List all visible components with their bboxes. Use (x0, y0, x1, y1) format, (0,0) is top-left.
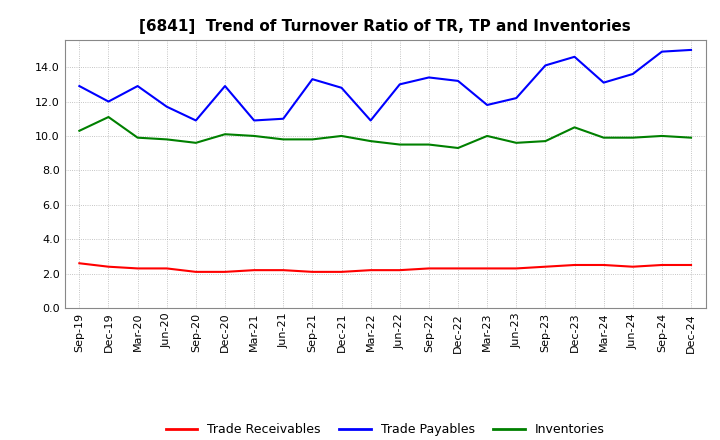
Inventories (570, 125, 579, 130)
Trade Receivables (163, 266, 171, 271)
Inventories (337, 133, 346, 139)
Trade Payables (75, 84, 84, 89)
Trade Payables (192, 118, 200, 123)
Inventories (192, 140, 200, 146)
Trade Receivables (308, 269, 317, 275)
Inventories (308, 137, 317, 142)
Trade Payables (250, 118, 258, 123)
Trade Payables (133, 84, 142, 89)
Inventories (629, 135, 637, 140)
Trade Receivables (220, 269, 229, 275)
Inventories (395, 142, 404, 147)
Trade Payables (687, 47, 696, 52)
Trade Payables (308, 77, 317, 82)
Trade Payables (599, 80, 608, 85)
Trade Payables (163, 104, 171, 109)
Trade Receivables (104, 264, 113, 269)
Line: Trade Receivables: Trade Receivables (79, 263, 691, 272)
Trade Payables (454, 78, 462, 84)
Trade Receivables (657, 262, 666, 268)
Inventories (250, 133, 258, 139)
Trade Receivables (192, 269, 200, 275)
Trade Receivables (133, 266, 142, 271)
Inventories (133, 135, 142, 140)
Title: [6841]  Trend of Turnover Ratio of TR, TP and Inventories: [6841] Trend of Turnover Ratio of TR, TP… (140, 19, 631, 34)
Trade Payables (425, 75, 433, 80)
Inventories (163, 137, 171, 142)
Trade Receivables (599, 262, 608, 268)
Trade Payables (570, 54, 579, 59)
Inventories (657, 133, 666, 139)
Trade Receivables (75, 260, 84, 266)
Inventories (366, 139, 375, 144)
Trade Payables (541, 63, 550, 68)
Trade Payables (512, 95, 521, 101)
Line: Inventories: Inventories (79, 117, 691, 148)
Trade Receivables (541, 264, 550, 269)
Trade Receivables (250, 268, 258, 273)
Inventories (75, 128, 84, 133)
Inventories (541, 139, 550, 144)
Trade Receivables (279, 268, 287, 273)
Trade Receivables (629, 264, 637, 269)
Inventories (512, 140, 521, 146)
Trade Payables (279, 116, 287, 121)
Trade Payables (220, 84, 229, 89)
Trade Payables (395, 82, 404, 87)
Line: Trade Payables: Trade Payables (79, 50, 691, 121)
Trade Receivables (483, 266, 492, 271)
Inventories (104, 114, 113, 120)
Trade Receivables (425, 266, 433, 271)
Trade Payables (366, 118, 375, 123)
Trade Payables (483, 103, 492, 108)
Legend: Trade Receivables, Trade Payables, Inventories: Trade Receivables, Trade Payables, Inven… (161, 418, 610, 440)
Inventories (220, 132, 229, 137)
Trade Payables (629, 71, 637, 77)
Trade Payables (657, 49, 666, 54)
Inventories (425, 142, 433, 147)
Trade Receivables (366, 268, 375, 273)
Inventories (454, 145, 462, 150)
Inventories (599, 135, 608, 140)
Inventories (483, 133, 492, 139)
Inventories (279, 137, 287, 142)
Trade Payables (104, 99, 113, 104)
Trade Receivables (570, 262, 579, 268)
Trade Receivables (395, 268, 404, 273)
Trade Receivables (454, 266, 462, 271)
Trade Payables (337, 85, 346, 90)
Inventories (687, 135, 696, 140)
Trade Receivables (687, 262, 696, 268)
Trade Receivables (512, 266, 521, 271)
Trade Receivables (337, 269, 346, 275)
